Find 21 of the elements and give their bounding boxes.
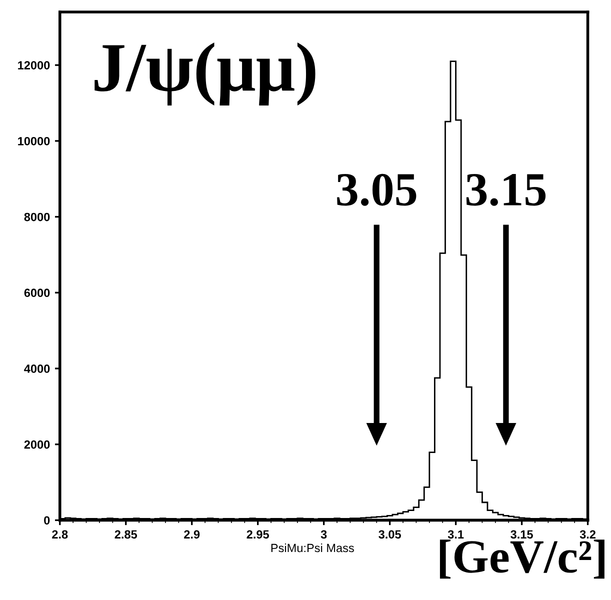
annotation: 3.15 [466, 174, 546, 206]
y-tick-label: 10000 [18, 136, 50, 146]
y-tick-label: 6000 [24, 288, 50, 298]
x-tick-label: 3 [320, 530, 327, 539]
y-tick-label: 4000 [24, 364, 50, 373]
chart-title: J/ψ(μμ) [94, 42, 316, 106]
x-tick-label: 2.9 [184, 530, 200, 539]
x-tick-label: 3.05 [378, 530, 401, 539]
text: [GeV/c²] [440, 540, 604, 579]
x-tick-label: 2.8 [52, 530, 68, 539]
x-tick-label: 2.95 [246, 530, 270, 539]
annotation: 3.05 [337, 174, 416, 206]
y-tick-label: 2000 [24, 440, 50, 449]
y-tick-label: 8000 [24, 212, 50, 222]
x-tick-label: 3.15 [510, 530, 533, 539]
x-tick-label: 2.85 [114, 530, 138, 539]
x-tick-label: 3.1 [448, 530, 464, 539]
y-tick-label: 12000 [18, 61, 50, 70]
x-axis-title: PsiMu:Psi Mass [271, 543, 354, 552]
y-tick-label: 0 [44, 516, 50, 525]
x-tick-label: 3.2 [580, 530, 596, 539]
